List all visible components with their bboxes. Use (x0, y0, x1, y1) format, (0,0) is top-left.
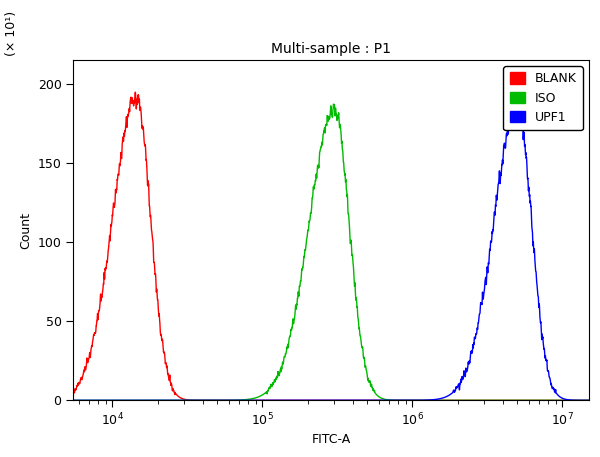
Title: Multi-sample : P1: Multi-sample : P1 (271, 42, 391, 56)
Text: (× 10¹): (× 10¹) (5, 11, 18, 56)
X-axis label: FITC-A: FITC-A (311, 433, 351, 446)
Legend: BLANK, ISO, UPF1: BLANK, ISO, UPF1 (503, 66, 583, 130)
Y-axis label: Count: Count (19, 212, 32, 249)
